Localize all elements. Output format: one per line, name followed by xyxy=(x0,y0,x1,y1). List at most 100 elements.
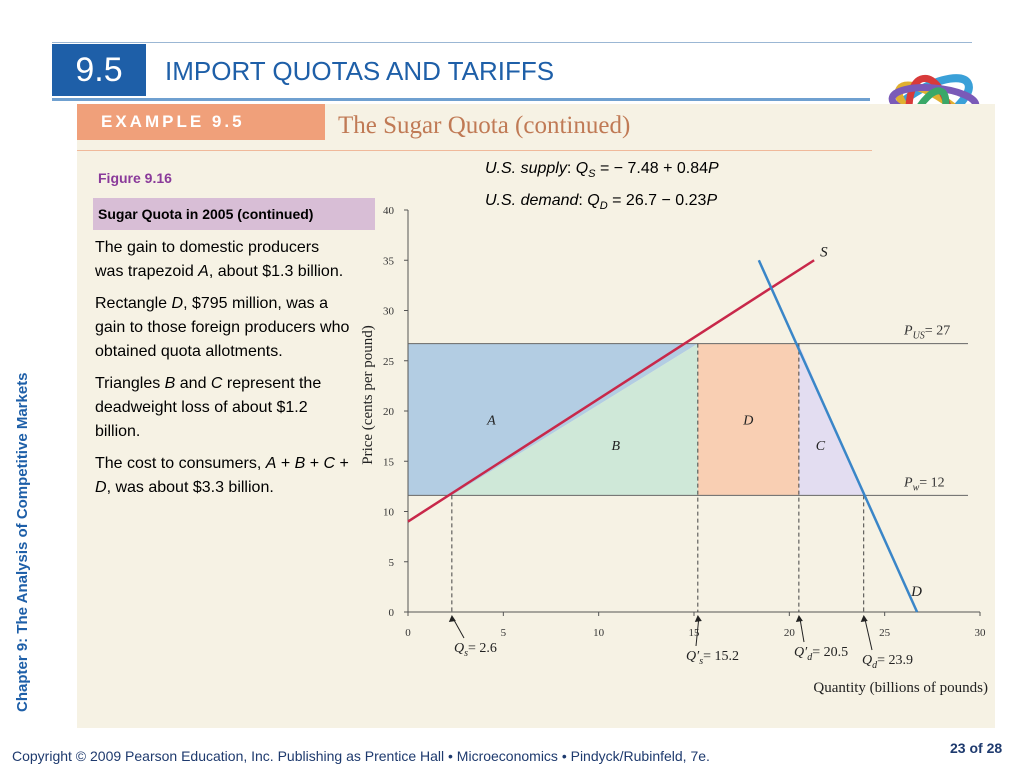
body-paragraph: The cost to consumers, A + B + C + D, wa… xyxy=(95,452,350,500)
text-run: Q xyxy=(575,160,589,177)
text-run: A xyxy=(265,455,277,472)
quantity-arrow xyxy=(799,617,805,643)
y-tick-label: 15 xyxy=(383,456,395,468)
text-run: and xyxy=(175,375,211,392)
y-tick-label: 35 xyxy=(383,255,395,267)
y-tick-label: 30 xyxy=(383,306,395,318)
text-run: + xyxy=(305,455,324,472)
price-label-subscript: US xyxy=(913,331,925,342)
region-b xyxy=(451,343,698,496)
text-run: represent the deadweight loss of about $… xyxy=(95,375,322,440)
quantity-label-symbol: Q xyxy=(862,653,872,668)
text-run: D xyxy=(95,479,107,496)
text-run: , was about $3.3 billion. xyxy=(106,479,274,496)
y-tick-label: 10 xyxy=(383,507,395,519)
quantity-arrowhead xyxy=(860,615,868,622)
curve-s xyxy=(407,259,815,523)
x-tick-label: 0 xyxy=(405,627,411,639)
quantity-arrowhead xyxy=(694,615,702,622)
title-underline xyxy=(52,98,870,101)
text-run: : xyxy=(578,192,588,209)
curve-label-s: S xyxy=(820,244,828,260)
text-run: The gain to domestic producers was trape… xyxy=(95,239,320,280)
y-tick-label: 40 xyxy=(383,205,395,217)
text-run: U.S. demand xyxy=(485,192,579,209)
text-run: B xyxy=(164,375,176,392)
chapter-label: Chapter 9: The Analysis of Competitive M… xyxy=(14,372,31,712)
quantity-label-subscript: d xyxy=(872,660,878,671)
price-label-subscript: w xyxy=(913,482,920,493)
example-subtitle: The Sugar Quota (continued) xyxy=(338,112,631,139)
quantity-arrowhead xyxy=(795,615,803,622)
text-run: B xyxy=(294,455,306,472)
x-tick-label: 5 xyxy=(501,627,507,639)
example-label: EXAMPLE 9.5 xyxy=(77,104,325,140)
price-line-label: PUS= 27 xyxy=(903,324,950,342)
x-tick-label: 10 xyxy=(593,627,605,639)
y-tick-label: 5 xyxy=(389,557,395,569)
text-run: C xyxy=(323,455,336,472)
quantity-arrow xyxy=(695,617,700,647)
text-run: P xyxy=(706,192,718,209)
quantity-label-subscript: s xyxy=(699,656,703,667)
text-run: C xyxy=(210,375,223,392)
price-line-label: Pw= 12 xyxy=(903,475,945,493)
price-label-symbol: P xyxy=(903,324,913,339)
text-run: D xyxy=(599,200,608,213)
x-tick-label: 20 xyxy=(784,627,796,639)
text-run: D xyxy=(171,295,184,312)
text-run: Rectangle xyxy=(95,295,172,312)
text-run: = − 7.48 + 0.84 xyxy=(595,160,709,177)
figure-title: Sugar Quota in 2005 (continued) xyxy=(93,198,375,230)
quantity-label-value: = 20.5 xyxy=(812,645,848,660)
quantity-label-value: = 2.6 xyxy=(468,641,497,656)
figure-number: Figure 9.16 xyxy=(98,170,172,186)
curve-label-d: D xyxy=(910,584,922,600)
body-paragraph: Rectangle D, $795 million, was a gain to… xyxy=(95,292,350,364)
text-run: + xyxy=(276,455,295,472)
quantity-label-subscript: d xyxy=(807,652,813,663)
text-run: + xyxy=(335,455,349,472)
price-label-symbol: P xyxy=(903,475,913,490)
quantity-label: Q′d= 20.5 xyxy=(794,645,848,663)
text-run: S xyxy=(588,168,596,181)
y-tick-label: 0 xyxy=(389,607,395,619)
page-number: 23 of 28 xyxy=(950,740,1003,756)
quantity-label: Qd= 23.9 xyxy=(862,653,913,671)
x-tick-label: 25 xyxy=(879,627,891,639)
text-run: Q xyxy=(587,192,600,209)
quantity-label-symbol: Q′ xyxy=(686,649,700,664)
x-axis-label: Quantity (billions of pounds) xyxy=(813,680,988,696)
region-label-d: D xyxy=(742,414,753,429)
text-run: A xyxy=(198,263,209,280)
region-label-c: C xyxy=(816,439,826,454)
text-run: Triangles xyxy=(95,375,165,392)
body-paragraph: Triangles B and C represent the deadweig… xyxy=(95,372,350,444)
region-label-b: B xyxy=(612,439,621,454)
banner-rule xyxy=(77,150,872,151)
y-axis-label: Price (cents per pound) xyxy=(360,325,376,465)
region-c xyxy=(798,343,864,496)
text-run: P xyxy=(708,160,719,177)
quantity-label-subscript: s xyxy=(464,648,468,659)
price-label-value: = 12 xyxy=(919,475,944,490)
slide-title: IMPORT QUOTAS AND TARIFFS xyxy=(165,56,555,86)
quantity-arrowhead xyxy=(448,615,456,622)
text-run: U.S. supply xyxy=(485,160,567,177)
text-run: , $795 million, was a gain to those fore… xyxy=(95,295,350,360)
footer-copyright: Copyright © 2009 Pearson Education, Inc.… xyxy=(12,748,710,764)
quantity-label-value: = 15.2 xyxy=(703,649,739,664)
section-number: 9.5 xyxy=(52,44,146,96)
y-tick-label: 25 xyxy=(383,356,395,368)
quantity-label-symbol: Q xyxy=(454,641,464,656)
curve-d xyxy=(757,259,919,613)
body-text: The gain to domestic producers was trape… xyxy=(95,236,350,508)
x-tick-label: 30 xyxy=(975,627,987,639)
region-d xyxy=(697,343,799,496)
quantity-label: Q′s= 15.2 xyxy=(686,649,739,667)
quantity-label: Qs= 2.6 xyxy=(454,641,497,659)
price-label-value: = 27 xyxy=(925,324,950,339)
body-paragraph: The gain to domestic producers was trape… xyxy=(95,236,350,284)
supply-equation: U.S. supply: QS = − 7.48 + 0.84P xyxy=(485,160,719,180)
